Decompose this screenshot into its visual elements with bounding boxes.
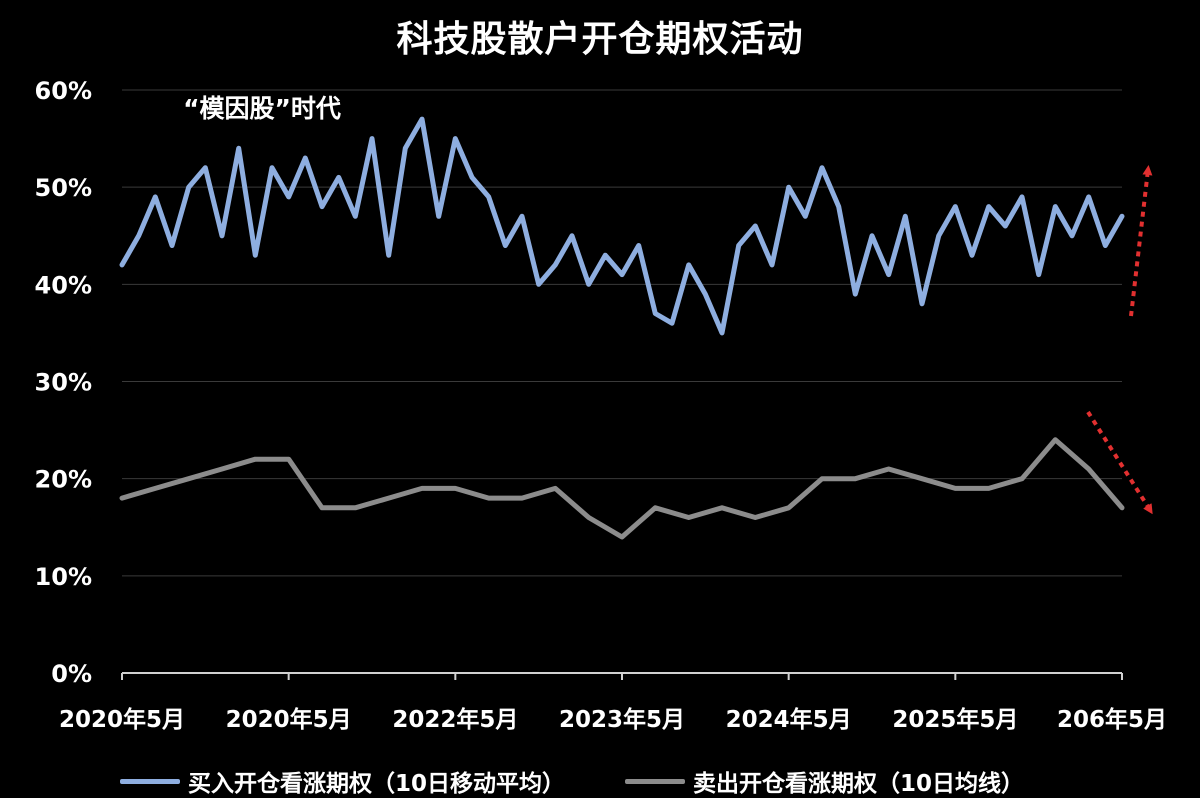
y-tick-label: 40% (35, 271, 92, 299)
legend-label-buy: 买入开仓看涨期权（10日移动平均） (188, 771, 566, 797)
series-lines (119, 116, 1125, 540)
x-tick-label: 2020年5月 (59, 706, 185, 733)
y-tick-label: 20% (35, 466, 92, 494)
y-tick-label: 50% (35, 174, 92, 202)
y-axis-ticks: 0% 10% 20% 30% 40% 50% 60% (35, 77, 92, 688)
legend-label-sell: 卖出开仓看涨期权（10日均线） (693, 771, 1025, 797)
x-axis-ticks: 2020年5月 2020年5月 2022年5月 2023年5月 2024年5月 2025年… (59, 673, 1167, 733)
legend-item-buy: 买入开仓看涨期权（10日移动平均） (120, 764, 565, 798)
series-line-buy (119, 116, 1125, 336)
legend-swatch-buy (120, 778, 180, 784)
y-tick-label: 30% (35, 369, 92, 397)
x-tick-label: 206年5月 (1057, 706, 1167, 733)
x-tick-label: 2023年5月 (559, 706, 685, 733)
x-tick-label: 2020年5月 (226, 706, 352, 733)
y-tick-label: 0% (51, 660, 92, 688)
series-line-sell (119, 437, 1125, 540)
legend-swatch-sell (625, 778, 686, 784)
legend-item-sell: 卖出开仓看涨期权（10日均线） (625, 764, 1024, 798)
y-tick-label: 10% (35, 563, 92, 591)
chart-title: 科技股散户开仓期权活动 (396, 19, 804, 60)
legend: 买入开仓看涨期权（10日移动平均） 卖出开仓看涨期权（10日均线） (120, 764, 1024, 798)
x-tick-label: 2025年5月 (892, 706, 1018, 733)
meme-stock-era-annotation: “模因股”时代 (183, 94, 341, 123)
sell-falling-arrow (1086, 410, 1153, 515)
x-tick-label: 2022年5月 (392, 706, 518, 733)
buy-rising-arrow (1129, 165, 1153, 317)
y-tick-label: 60% (35, 77, 92, 105)
x-tick-label: 2024年5月 (726, 706, 852, 733)
